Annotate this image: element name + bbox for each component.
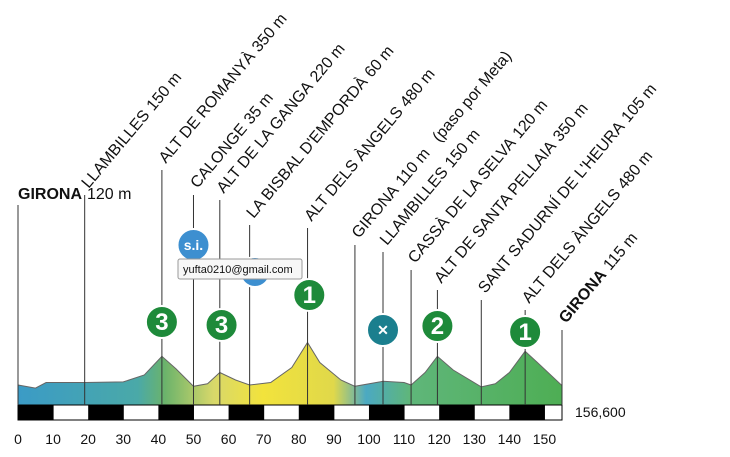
x-tick-label: 150 [533,431,557,447]
x-tick-label: 100 [357,431,381,447]
waypoint-altitude: 150 m [144,69,186,114]
x-tick-label: 0 [14,431,22,447]
tooltip-box [177,258,303,280]
badge [144,305,179,339]
badge-label: s.i. [184,237,203,253]
waypoint-altitude: 350 m [249,11,291,56]
badge-label: ✕ [377,322,389,338]
profile-area [17,341,563,406]
x-tick-label: 120 [427,431,451,447]
waypoint-label: GIRONA 120 m [18,186,131,203]
x-tick-label: 60 [221,431,237,447]
distance-bar-segment [298,405,334,420]
badge [508,315,543,349]
badge-label: 2 [431,313,444,340]
waypoint-altitude: 480 m [397,66,439,111]
badge-label: 1 [518,319,531,346]
x-tick-label: 20 [80,431,96,447]
distance-bar-segment [158,405,194,420]
waypoint-name: GIRONA [556,266,610,326]
waypoint-altitude: 220 m [307,41,349,86]
badge-label: 3 [215,312,228,339]
badge [366,313,401,347]
x-tick-label: 70 [256,431,272,447]
distance-bar-segment [228,405,264,420]
waypoint-label: LLAMBILLES150 m [79,69,186,191]
waypoint-altitude: 350 m [550,100,592,145]
distance-bar-segment [509,405,545,420]
x-tick-label: 10 [45,431,61,447]
x-tick-label: 40 [151,431,167,447]
waypoint-altitude: 115 m [600,230,641,274]
badge-label: 1 [303,282,316,309]
x-tick-label: 140 [498,431,522,447]
waypoint-altitude: 480 m [615,148,657,193]
distance-bar-segment [439,405,475,420]
total-distance: 156,600 [575,404,626,420]
waypoint-altitude: 120 m [87,186,131,203]
x-tick-label: 30 [116,431,132,447]
distance-bar-segment [88,405,124,420]
distance-bar-segment [368,405,405,420]
x-tick-label: 80 [291,431,307,447]
distance-bar-segment [18,405,54,420]
waypoint-altitude: 60 m [362,43,398,81]
x-tick-label: 110 [393,431,416,447]
tooltip-text: yufta0210@gmail.com [183,264,293,276]
waypoint-altitude: 105 m [619,81,661,126]
x-tick-label: 130 [463,431,487,447]
badge [420,309,455,343]
x-tick-label: 50 [186,431,202,447]
x-tick-label: 90 [326,431,342,447]
badge-label: 3 [155,309,168,336]
waypoint-name: ALT DELS ÀNGELS [518,184,625,306]
waypoint-name: LLAMBILLES [79,107,154,192]
waypoint-altitude: 120 m [510,97,552,142]
waypoint-name: ALT DE ROMANYÀ [154,47,259,167]
badge [204,308,239,342]
badge [292,278,327,312]
waypoint-name: GIRONA [18,186,82,203]
